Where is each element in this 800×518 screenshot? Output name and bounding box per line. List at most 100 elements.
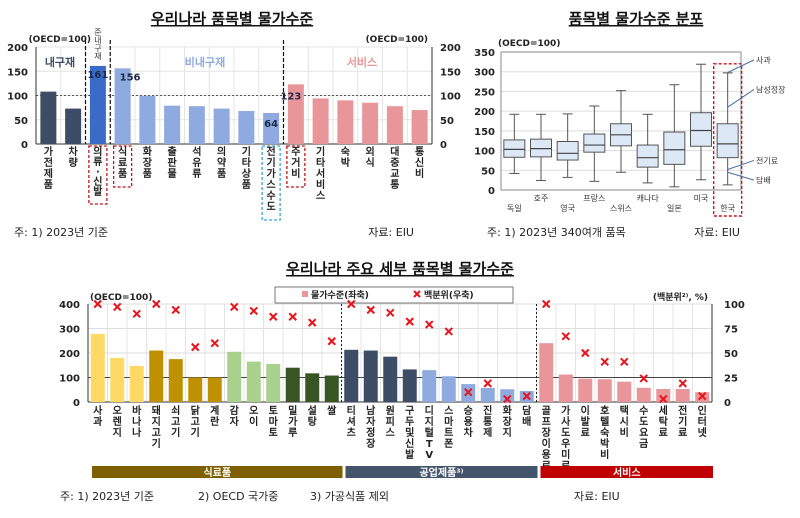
bar xyxy=(597,379,612,402)
bar xyxy=(324,375,339,402)
percentile-marker xyxy=(581,348,590,358)
chart-price-distribution: 품목별 물가수준 분포 (OECD=100) 주: 1) 2023년 340여개… xyxy=(474,10,786,239)
highlight-box-red xyxy=(112,145,133,188)
chart3-title: 우리나라 주요 세부 품목별 물가수준 xyxy=(286,260,514,278)
y-tick-left: 200 xyxy=(7,43,28,54)
y-tick: 250 xyxy=(474,87,495,98)
y-tick-right: 100 xyxy=(724,300,745,311)
annotation-leader xyxy=(727,59,755,73)
y-tick-left: 400 xyxy=(59,300,80,311)
bar xyxy=(675,389,690,402)
bar xyxy=(188,377,203,402)
y-tick-right: 150 xyxy=(440,67,461,78)
group-label: 비내구재 xyxy=(185,55,225,69)
x-tick-label: 쌀 xyxy=(327,404,337,417)
bar xyxy=(149,350,164,402)
chart3-note-3: 3) 가공식품 제외 xyxy=(310,490,389,503)
chart3-note-1: 주: 1) 2023년 기준 xyxy=(60,490,154,503)
percentile-marker xyxy=(561,332,570,341)
group-label: 내구재 xyxy=(45,55,75,69)
percentile-marker xyxy=(464,387,473,397)
category-band xyxy=(92,466,343,478)
percentile-marker xyxy=(171,305,180,315)
bar xyxy=(213,108,230,144)
x-tick-label: 일본 xyxy=(667,204,682,213)
percentile-marker xyxy=(210,338,219,348)
chart2-unit: (OECD=100) xyxy=(498,39,560,49)
bar xyxy=(90,333,105,402)
y-tick-right: 50 xyxy=(724,349,738,360)
category-band-label: 서비스 xyxy=(613,466,641,479)
bar xyxy=(238,111,255,144)
chart1-unit-right: (OECD=100) xyxy=(366,35,428,45)
chart3-unit-right: (백분위²⁾, %) xyxy=(653,291,708,303)
box xyxy=(583,133,606,153)
y-tick: 100 xyxy=(474,147,495,158)
y-tick-left: 150 xyxy=(7,67,28,78)
percentile-marker xyxy=(113,302,122,312)
bar xyxy=(312,98,329,144)
bar xyxy=(480,388,495,402)
y-tick-left: 0 xyxy=(21,140,28,151)
percentile-marker xyxy=(308,318,317,327)
percentile-marker xyxy=(249,306,258,316)
y-tick-right: 0 xyxy=(440,140,447,151)
bar xyxy=(500,389,515,402)
y-tick-left: 0 xyxy=(73,398,80,409)
percentile-marker xyxy=(483,379,492,388)
data-label: 156 xyxy=(120,72,141,83)
y-tick-left: 200 xyxy=(59,349,80,360)
y-tick-right: 50 xyxy=(440,116,454,127)
bar xyxy=(246,361,261,402)
box xyxy=(690,112,712,147)
legend-marker-label: 백분위(우축) xyxy=(424,289,474,301)
y-tick-right: 25 xyxy=(724,374,738,385)
y-tick-right: 200 xyxy=(440,43,461,54)
chart-detailed-items: 우리나라 주요 세부 품목별 물가수준 (OECD=100) (백분위²⁾, %… xyxy=(59,260,745,503)
annotation-label: 남성정장 xyxy=(756,84,786,94)
chart1-source: 자료: EIU xyxy=(368,226,414,239)
bar xyxy=(65,108,82,144)
data-label: 123 xyxy=(280,92,301,103)
percentile-marker xyxy=(444,327,453,336)
legend-bar-label: 물가수준(좌축) xyxy=(311,289,369,301)
box xyxy=(556,141,579,161)
bar xyxy=(344,349,359,402)
percentile-marker xyxy=(620,357,629,367)
bar xyxy=(110,357,125,402)
y-tick: 300 xyxy=(474,68,495,79)
highlight-box-red xyxy=(88,145,108,205)
chart3-note-2: 2) OECD 국가중 xyxy=(198,490,278,503)
y-tick-left: 300 xyxy=(59,325,80,336)
x-tick-label: 독일 xyxy=(507,204,522,213)
annotation-leader xyxy=(727,171,755,181)
x-tick-label: 캐나다 xyxy=(637,194,660,203)
bar xyxy=(337,100,354,144)
chart2-title: 품목별 물가수준 분포 xyxy=(569,10,704,28)
y-tick-left: 100 xyxy=(59,374,80,385)
category-band-label: 공업제품³⁾ xyxy=(419,466,463,479)
chart3-unit-left: (OECD=100) xyxy=(90,293,152,303)
bar xyxy=(362,102,379,144)
